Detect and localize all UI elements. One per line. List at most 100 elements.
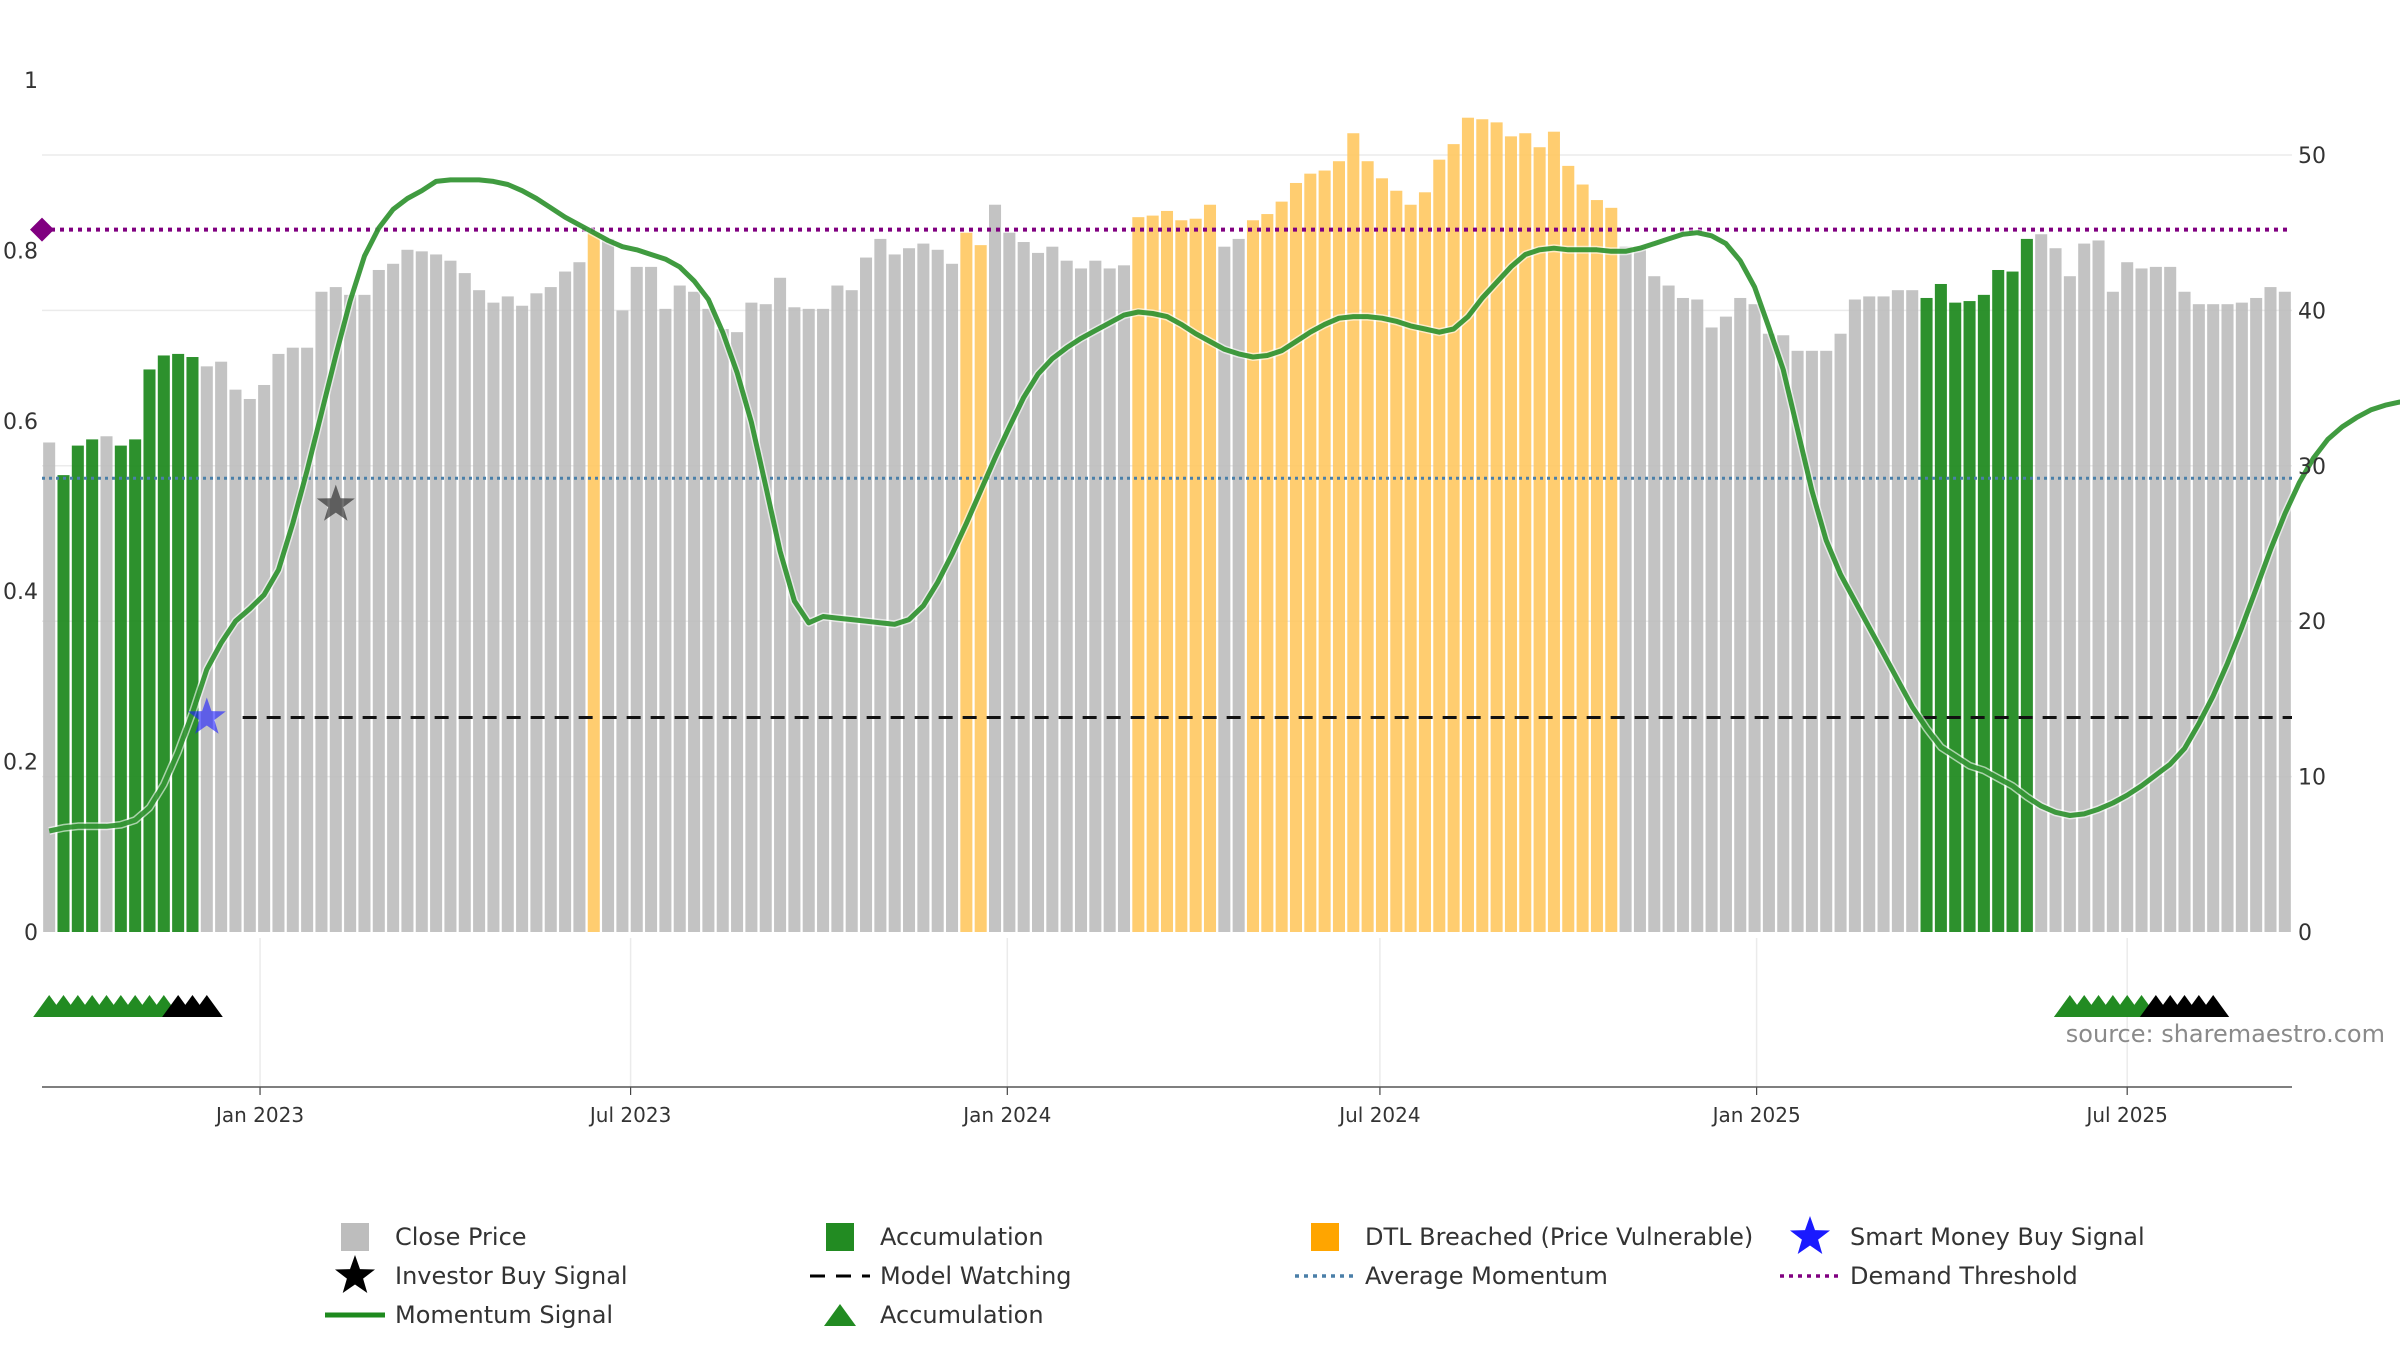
dtl-breached-bar <box>1246 220 1260 932</box>
dtl-breached-bar <box>1318 170 1331 933</box>
legend-label: Model Watching <box>880 1262 1072 1290</box>
close-price-bar <box>530 293 543 932</box>
close-price-bar <box>917 243 930 932</box>
close-price-bar <box>2221 304 2234 933</box>
dtl-breached-bar <box>1605 207 1618 932</box>
smart-money-buy-signal <box>187 697 226 734</box>
dtl-breached-bar <box>974 245 987 932</box>
close-price-bar <box>2192 304 2205 933</box>
close-price-bar <box>1863 296 1876 932</box>
dtl-breached-bar <box>960 232 973 932</box>
close-price-bar <box>1906 290 1919 932</box>
close-price-bar <box>1734 297 1747 932</box>
legend-star-icon <box>1790 1216 1830 1254</box>
close-price-bar <box>1619 246 1632 932</box>
close-price-bar <box>516 305 529 932</box>
dtl-breached-bar <box>1347 133 1360 932</box>
accumulation-triangle <box>190 995 223 1017</box>
close-price-bar <box>1791 350 1804 933</box>
close-price-bar <box>1003 232 1016 932</box>
close-price-bar <box>2078 243 2091 932</box>
accumulation-bar <box>1920 297 1933 932</box>
close-price-bar <box>415 251 428 932</box>
close-price-bar <box>2106 291 2119 932</box>
y-right-tick-label: 30 <box>2298 455 2326 480</box>
dtl-breached-bar <box>1390 190 1403 932</box>
close-price-bar <box>2121 262 2134 932</box>
close-price-bar <box>1046 246 1059 932</box>
dtl-breached-bar <box>1189 218 1202 933</box>
close-price-bar <box>501 296 514 932</box>
y-right-tick-label: 0 <box>2298 921 2312 946</box>
close-price-bar <box>946 263 959 932</box>
accumulation-bar <box>2020 238 2033 932</box>
close-price-bar <box>372 269 385 933</box>
legend-item: Close Price <box>341 1223 527 1251</box>
momentum-signal-line <box>48 177 2400 834</box>
close-price-bar <box>645 266 658 932</box>
source-text: source: sharemaestro.com <box>2066 1020 2385 1048</box>
y-left-tick-label: 0.4 <box>3 580 38 605</box>
close-price-bar <box>387 263 400 932</box>
legend-item: Investor Buy Signal <box>335 1255 628 1293</box>
legend-label: Demand Threshold <box>1850 1262 2078 1290</box>
dtl-breached-bar <box>1203 204 1217 932</box>
close-price-bar <box>444 260 457 932</box>
accumulation-bar <box>57 475 70 932</box>
close-price-bar <box>2264 287 2277 933</box>
close-price-bar <box>1805 350 1818 933</box>
dtl-breached-bar <box>1562 165 1575 933</box>
y-right-tick-label: 20 <box>2298 610 2326 635</box>
y-left-tick-label: 0.2 <box>3 751 38 776</box>
close-price-bar <box>2035 234 2048 932</box>
close-price-bar <box>1820 350 1833 933</box>
dtl-breached-bar <box>1547 131 1560 932</box>
accumulation-bar <box>1949 302 1962 932</box>
dtl-breached-bar <box>1160 210 1174 933</box>
legend-item: Smart Money Buy Signal <box>1790 1216 2145 1254</box>
close-price-bar <box>1648 276 1661 932</box>
accumulation-bar <box>2006 271 2019 932</box>
close-price-bar <box>774 277 787 932</box>
close-price-bar <box>1834 333 1847 933</box>
close-price-bar <box>1103 268 1116 932</box>
close-price-bar <box>702 308 715 932</box>
legend-item: DTL Breached (Price Vulnerable) <box>1311 1223 1753 1251</box>
legend-swatch <box>826 1223 854 1251</box>
legend-item: Momentum Signal <box>325 1301 613 1329</box>
close-price-bar <box>344 294 357 932</box>
close-price-bar <box>2207 304 2220 933</box>
close-price-bar <box>100 436 113 932</box>
close-price-bar <box>688 291 701 932</box>
close-price-bar <box>430 254 443 932</box>
close-price-bar <box>1748 304 1761 933</box>
close-price-bar <box>602 238 615 932</box>
close-price-bar <box>716 329 729 933</box>
dtl-breached-bar <box>1447 144 1460 932</box>
dtl-breached-bar <box>1304 173 1317 932</box>
legend-swatch <box>1311 1223 1339 1251</box>
close-price-bar <box>559 271 572 932</box>
dtl-breached-bar <box>1461 117 1474 933</box>
accumulation-bar <box>143 369 156 932</box>
close-price-bar <box>759 304 772 933</box>
close-price-bar <box>2164 266 2177 932</box>
close-price-bar <box>544 287 557 933</box>
close-price-bar <box>2149 266 2162 932</box>
dtl-breached-bar <box>1175 220 1188 932</box>
accumulation-triangle <box>2197 995 2230 1017</box>
dtl-breached-bar <box>1490 122 1503 933</box>
legend-label: Close Price <box>395 1223 527 1251</box>
close-price-bar <box>860 257 873 933</box>
demand-threshold-marker <box>30 217 54 242</box>
dtl-breached-bar <box>587 232 600 932</box>
dtl-breached-bar <box>1289 182 1302 933</box>
y-right-tick-label: 40 <box>2298 299 2326 324</box>
accumulation-bar <box>86 439 99 932</box>
close-price-bar <box>1032 252 1045 933</box>
legend-item: Accumulation <box>824 1301 1044 1329</box>
dtl-breached-bar <box>1476 119 1489 933</box>
close-price-bar <box>616 310 629 932</box>
close-price-bar <box>1060 260 1073 932</box>
